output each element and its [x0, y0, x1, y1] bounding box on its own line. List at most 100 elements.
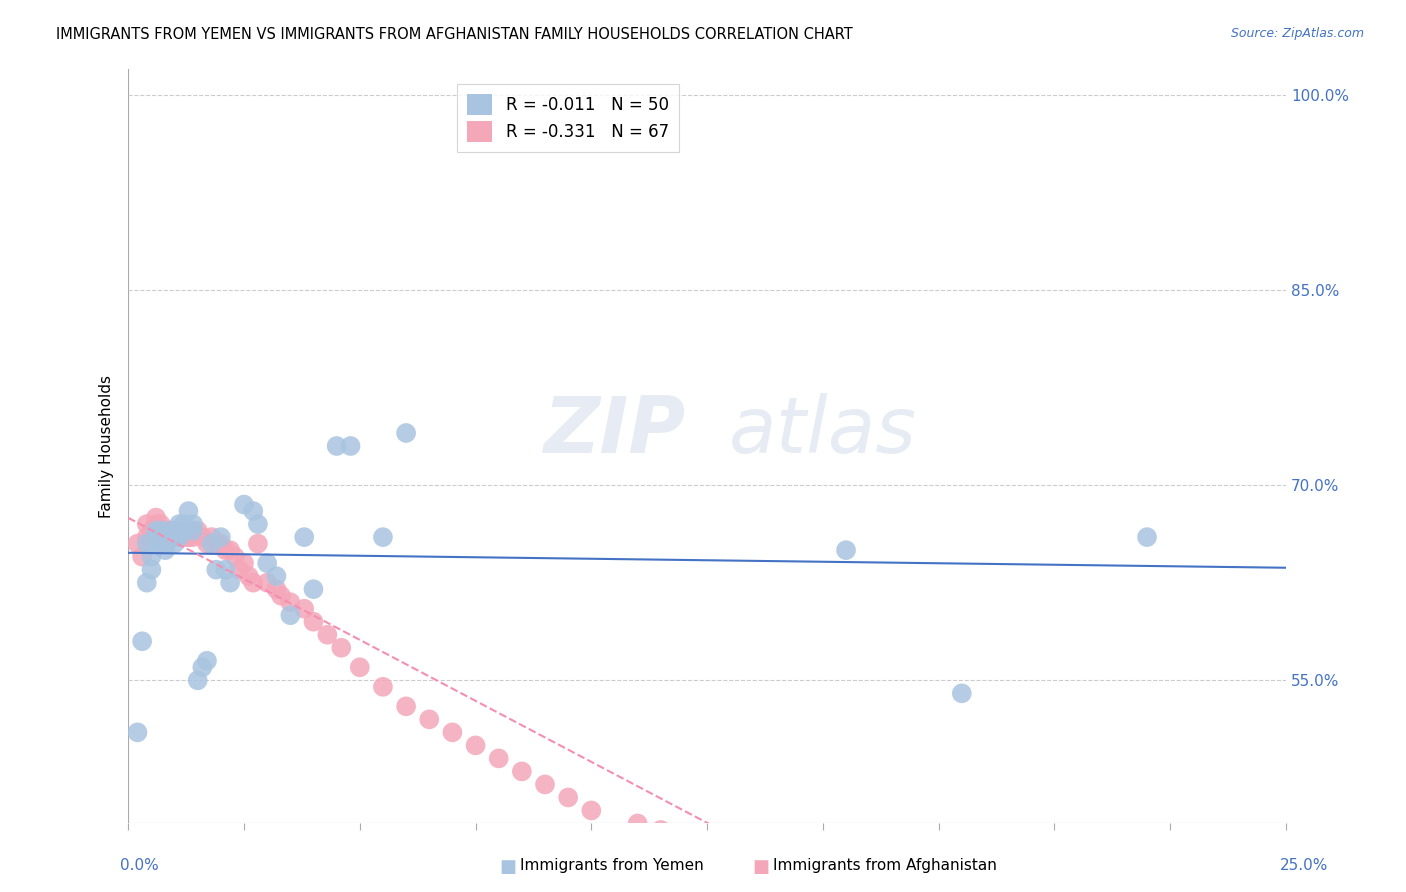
Point	[191, 530, 214, 544]
Point	[950, 869, 973, 883]
Point	[371, 680, 394, 694]
Point	[159, 524, 181, 538]
Point	[135, 517, 157, 532]
Point	[141, 530, 163, 544]
Point	[181, 524, 204, 538]
Point	[672, 830, 695, 844]
Text: IMMIGRANTS FROM YEMEN VS IMMIGRANTS FROM AFGHANISTAN FAMILY HOUSEHOLDS CORRELATI: IMMIGRANTS FROM YEMEN VS IMMIGRANTS FROM…	[56, 27, 853, 42]
Point	[464, 739, 486, 753]
Point	[187, 524, 209, 538]
Text: Immigrants from Afghanistan: Immigrants from Afghanistan	[773, 858, 997, 873]
Point	[155, 536, 177, 550]
Point	[167, 530, 190, 544]
Point	[325, 439, 347, 453]
Point	[163, 530, 186, 544]
Point	[149, 536, 172, 550]
Point	[278, 595, 301, 609]
Point	[214, 543, 236, 558]
Point	[173, 524, 195, 538]
Point	[534, 777, 557, 791]
Point	[242, 504, 264, 518]
Text: Immigrants from Yemen: Immigrants from Yemen	[520, 858, 704, 873]
Point	[173, 517, 195, 532]
Text: 25.0%: 25.0%	[1281, 858, 1329, 873]
Point	[266, 569, 288, 583]
Point	[233, 498, 256, 512]
Point	[145, 530, 167, 544]
Point	[149, 517, 172, 532]
Point	[155, 543, 177, 558]
Text: ZIP: ZIP	[543, 392, 686, 469]
Point	[195, 654, 218, 668]
Legend: R = -0.011   N = 50, R = -0.331   N = 67: R = -0.011 N = 50, R = -0.331 N = 67	[457, 85, 679, 152]
Point	[159, 524, 181, 538]
Text: 0.0%: 0.0%	[120, 858, 159, 873]
Point	[201, 530, 224, 544]
Point	[127, 725, 149, 739]
Point	[270, 589, 292, 603]
Point	[187, 673, 209, 688]
Point	[205, 536, 228, 550]
Text: atlas: atlas	[728, 392, 917, 469]
Point	[149, 530, 172, 544]
Point	[371, 530, 394, 544]
Point	[292, 530, 315, 544]
Point	[205, 563, 228, 577]
Point	[135, 530, 157, 544]
Text: ■: ■	[499, 858, 516, 876]
Point	[155, 530, 177, 544]
Point	[167, 517, 190, 532]
Point	[302, 582, 325, 597]
Point	[201, 536, 224, 550]
Point	[266, 582, 288, 597]
Point	[330, 640, 353, 655]
Point	[418, 712, 440, 726]
Point	[177, 504, 200, 518]
Point	[145, 524, 167, 538]
Point	[219, 575, 242, 590]
Point	[256, 575, 278, 590]
Point	[145, 536, 167, 550]
Point	[149, 524, 172, 538]
Point	[173, 530, 195, 544]
Point	[163, 530, 186, 544]
Point	[246, 536, 269, 550]
Point	[219, 543, 242, 558]
Point	[195, 536, 218, 550]
Point	[173, 524, 195, 538]
Point	[246, 517, 269, 532]
Point	[316, 628, 339, 642]
Point	[441, 725, 464, 739]
Point	[718, 836, 741, 850]
Point	[835, 849, 858, 863]
Point	[167, 530, 190, 544]
Point	[167, 530, 190, 544]
Point	[650, 822, 672, 837]
Point	[181, 530, 204, 544]
Point	[395, 425, 418, 440]
Point	[209, 536, 232, 550]
Point	[155, 524, 177, 538]
Point	[181, 517, 204, 532]
Point	[224, 549, 246, 564]
Point	[789, 842, 811, 856]
Point	[292, 601, 315, 615]
Point	[209, 530, 232, 544]
Point	[904, 862, 927, 876]
Point	[228, 563, 250, 577]
Point	[135, 536, 157, 550]
Point	[167, 524, 190, 538]
Point	[191, 660, 214, 674]
Point	[488, 751, 510, 765]
Point	[163, 536, 186, 550]
Text: ■: ■	[752, 858, 769, 876]
Point	[278, 608, 301, 623]
Point	[127, 536, 149, 550]
Text: Source: ZipAtlas.com: Source: ZipAtlas.com	[1230, 27, 1364, 40]
Point	[155, 530, 177, 544]
Point	[627, 816, 650, 830]
Y-axis label: Family Households: Family Households	[100, 375, 114, 517]
Point	[155, 536, 177, 550]
Point	[510, 764, 533, 779]
Point	[131, 634, 153, 648]
